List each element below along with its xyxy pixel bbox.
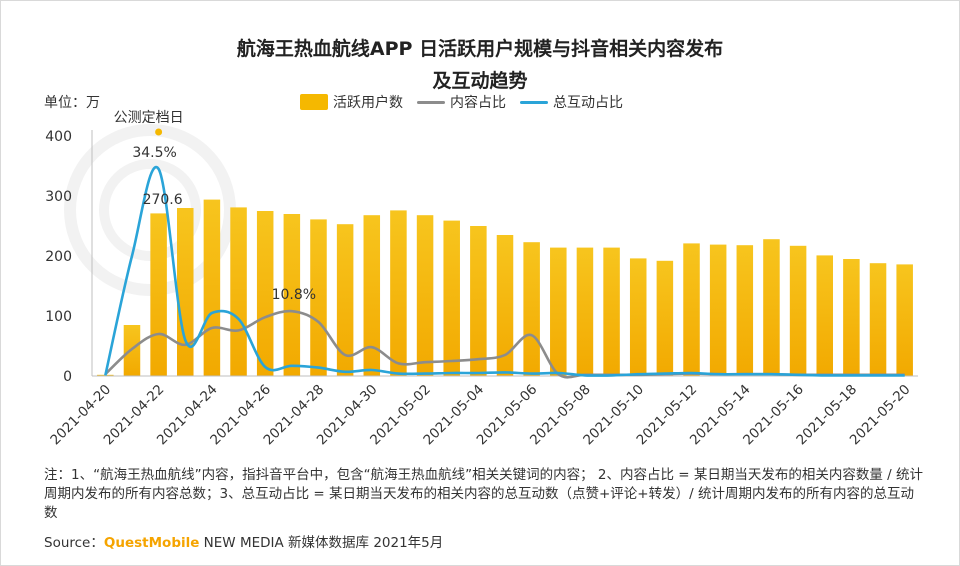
- annotation-peak-interaction: 34.5%: [132, 145, 176, 161]
- annotation-launch-date: 公测定档日: [114, 110, 184, 126]
- bar-active-users: [736, 245, 754, 376]
- annotation-launch-marker: [155, 128, 163, 136]
- bar-active-users: [230, 207, 247, 376]
- bar-active-users: [629, 258, 647, 376]
- chart-plot: 0100200300400公测定档日34.5%270.610.8%2021-04…: [45, 110, 918, 448]
- bar-active-users: [363, 215, 381, 376]
- legend-swatch-active-users: [300, 94, 328, 110]
- bar-active-users: [789, 245, 807, 376]
- legend-label-active-users: 活跃用户数: [333, 95, 403, 111]
- bar-active-users: [176, 208, 194, 376]
- line-interaction-share: [104, 165, 905, 377]
- bar-active-users: [150, 213, 167, 376]
- bar-active-users: [896, 264, 913, 376]
- bar-active-users: [416, 215, 434, 376]
- chart-title-line2: 及互动趋势: [432, 70, 528, 92]
- bar-active-users: [816, 255, 834, 376]
- bar-active-users: [683, 243, 700, 376]
- bar-active-users: [869, 263, 887, 376]
- bar-active-users: [336, 224, 354, 376]
- bar-active-users: [496, 235, 514, 376]
- chart-title-line1: 航海王热血航线APP 日活跃用户规模与抖音相关内容发布: [236, 38, 724, 60]
- y-tick-label: 300: [45, 189, 72, 205]
- legend-swatch-interaction-share: [520, 100, 548, 104]
- y-tick-label: 100: [45, 309, 72, 325]
- y-tick-label: 0: [63, 369, 72, 385]
- legend-item-content-share: 内容占比: [417, 92, 506, 112]
- watermark-logo: [64, 124, 236, 296]
- legend-label-content-share: 内容占比: [450, 95, 506, 111]
- source-brand-logo: QuestMobile: [103, 535, 200, 551]
- source-suffix: NEW MEDIA 新媒体数据库 2021年5月: [199, 535, 444, 551]
- y-tick-label: 400: [45, 129, 72, 145]
- bar-active-users: [603, 247, 620, 376]
- bar-active-users: [656, 260, 674, 376]
- chart-legend: 活跃用户数 内容占比 总互动占比: [300, 92, 637, 112]
- bar-active-users: [523, 242, 540, 376]
- annotation-peak-content: 10.8%: [272, 287, 316, 303]
- legend-item-interaction-share: 总互动占比: [520, 92, 623, 112]
- bar-active-users: [576, 247, 594, 376]
- bar-active-users: [709, 244, 727, 376]
- bar-active-users: [390, 210, 407, 376]
- source-prefix: Source：: [44, 535, 104, 551]
- bar-active-users: [470, 226, 487, 376]
- legend-item-active-users: 活跃用户数: [300, 92, 403, 112]
- bar-active-users: [443, 220, 460, 376]
- bar-active-users: [550, 247, 567, 376]
- bar-active-users: [256, 211, 274, 376]
- footnote: 注：1、“航海王热血航线”内容，指抖音平台中，包含“航海王热血航线”相关关键词的…: [44, 467, 923, 521]
- legend-label-interaction-share: 总互动占比: [553, 95, 623, 111]
- y-tick-label: 200: [45, 249, 72, 265]
- bar-active-users: [283, 214, 301, 376]
- bar-active-users: [310, 219, 327, 376]
- bar-active-users: [203, 199, 221, 376]
- bar-active-users: [763, 239, 780, 376]
- y-axis-unit-label: 单位：万: [44, 95, 100, 111]
- bar-active-users: [843, 259, 860, 376]
- annotation-peak-bar-value: 270.6: [143, 192, 183, 208]
- legend-swatch-content-share: [417, 100, 445, 104]
- source-line: Source：QuestMobile NEW MEDIA 新媒体数据库 2021…: [44, 531, 443, 551]
